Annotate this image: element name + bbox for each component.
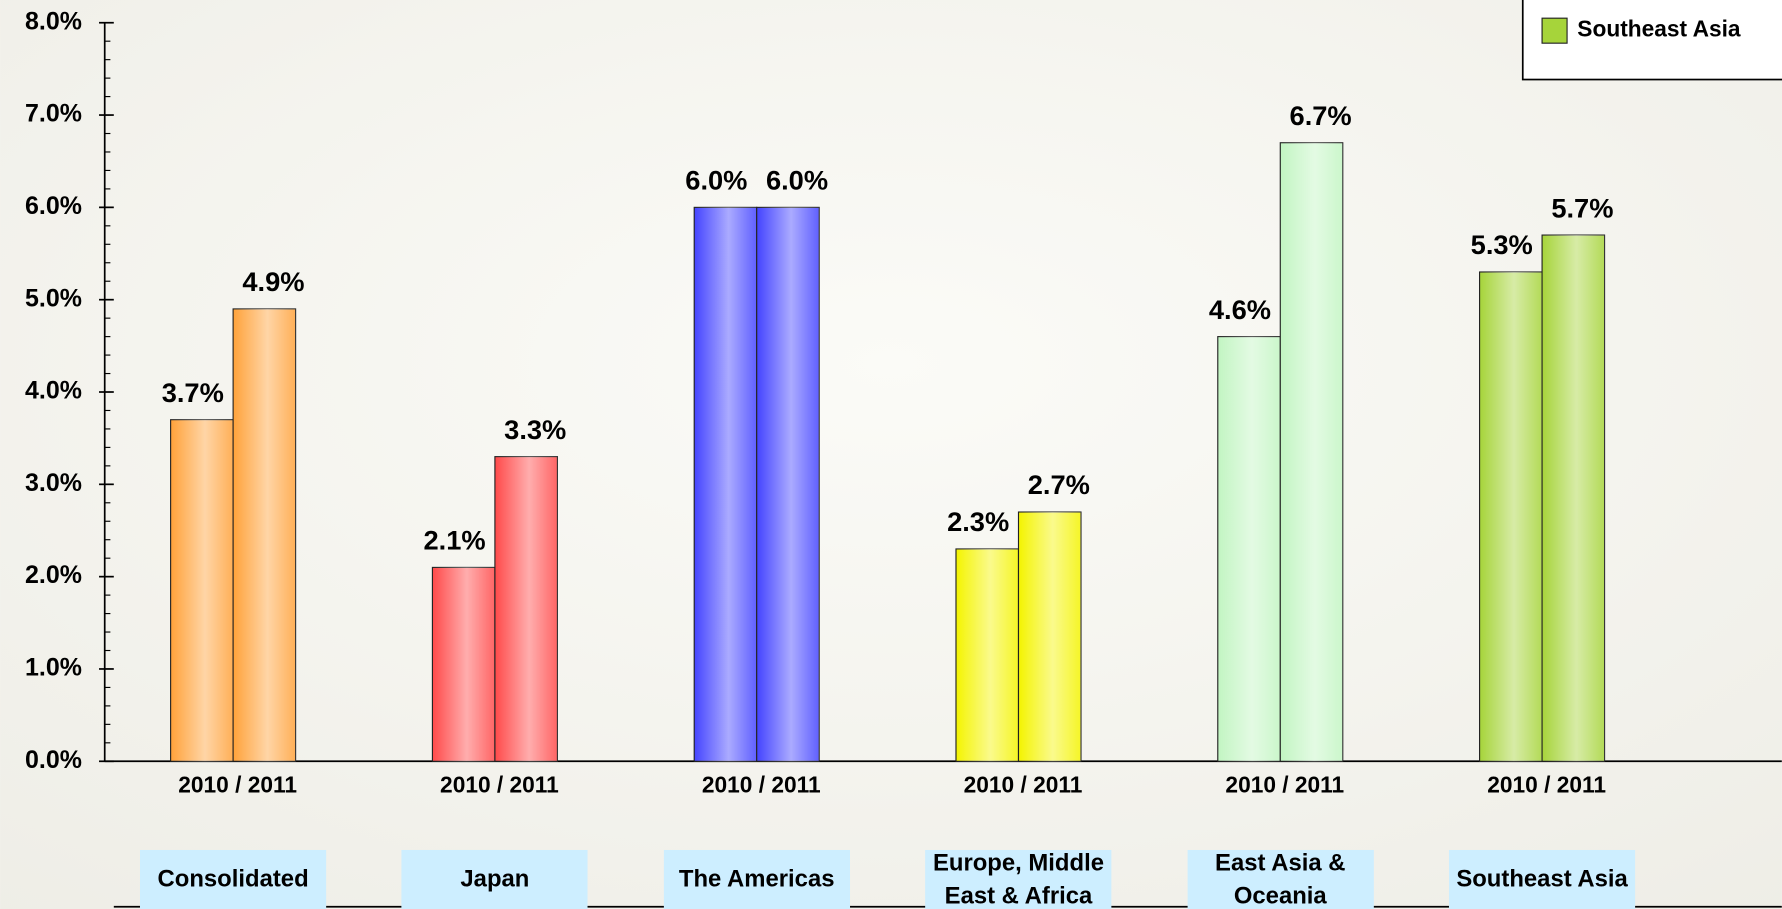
value-label: 6.0% bbox=[766, 165, 828, 196]
y-tick-label: 8.0% bbox=[25, 7, 82, 35]
category-label: East Asia & Oceania bbox=[1187, 849, 1374, 909]
value-label: 3.3% bbox=[504, 414, 566, 445]
value-label: 5.3% bbox=[1471, 229, 1533, 260]
category-label: Consolidated bbox=[139, 849, 327, 909]
value-label: 3.7% bbox=[162, 377, 224, 408]
bar-shine bbox=[756, 207, 820, 762]
value-label: 6.0% bbox=[685, 165, 747, 196]
category-box-holder: Japan bbox=[401, 849, 589, 909]
category-box-holder: Southeast Asia bbox=[1448, 849, 1636, 909]
category-label: Japan bbox=[401, 849, 589, 909]
bar-shine bbox=[694, 207, 757, 762]
category-label: The Americas bbox=[663, 849, 850, 909]
bar-shine bbox=[1479, 271, 1543, 762]
bar-label: 2010 / 2011 bbox=[1487, 771, 1606, 797]
legend-label: Southeast Asia bbox=[1577, 16, 1741, 42]
category-label: Europe, Middle East & Africa bbox=[925, 849, 1112, 909]
value-label: 2.7% bbox=[1028, 469, 1090, 500]
bar-shine bbox=[170, 419, 234, 762]
category-box-holder: East Asia & Oceania bbox=[1187, 849, 1374, 909]
bar-shine bbox=[494, 456, 558, 762]
bar-label: 2010 / 2011 bbox=[1225, 771, 1344, 797]
value-label: 2.1% bbox=[423, 525, 485, 556]
bar-shine bbox=[432, 567, 495, 762]
bar-shine bbox=[1018, 512, 1081, 762]
bar-label: 2010 / 2011 bbox=[702, 771, 821, 797]
y-tick-label: 1.0% bbox=[25, 654, 82, 682]
bar-label: 2010 / 2011 bbox=[440, 771, 559, 797]
bar-shine bbox=[1542, 235, 1605, 762]
bar-shine bbox=[955, 548, 1019, 762]
bar-shine bbox=[1280, 142, 1343, 762]
value-label: 4.6% bbox=[1209, 294, 1271, 325]
y-tick-label: 0.0% bbox=[25, 746, 82, 774]
y-tick-label: 3.0% bbox=[25, 469, 82, 497]
y-tick-label: 5.0% bbox=[25, 284, 82, 312]
category-box-holder: Europe, Middle East & Africa bbox=[925, 849, 1112, 909]
value-label: 6.7% bbox=[1290, 100, 1352, 131]
bar-label: 2010 / 2011 bbox=[178, 771, 297, 797]
bar-shine bbox=[1217, 336, 1281, 762]
category-box-holder: Consolidated bbox=[139, 849, 327, 909]
bar-label: 2010 / 2011 bbox=[964, 771, 1083, 797]
y-tick-label: 7.0% bbox=[25, 100, 82, 128]
category-box-holder: The Americas bbox=[663, 849, 850, 909]
category-label: Southeast Asia bbox=[1448, 849, 1636, 909]
value-label: 4.9% bbox=[242, 266, 304, 297]
bar-shine bbox=[233, 308, 296, 762]
y-tick-label: 6.0% bbox=[25, 192, 82, 220]
legend-swatch bbox=[1541, 17, 1568, 44]
value-label: 5.7% bbox=[1551, 192, 1613, 223]
y-tick-label: 4.0% bbox=[25, 377, 82, 405]
y-tick-label: 2.0% bbox=[25, 561, 82, 589]
value-label: 2.3% bbox=[947, 506, 1009, 537]
